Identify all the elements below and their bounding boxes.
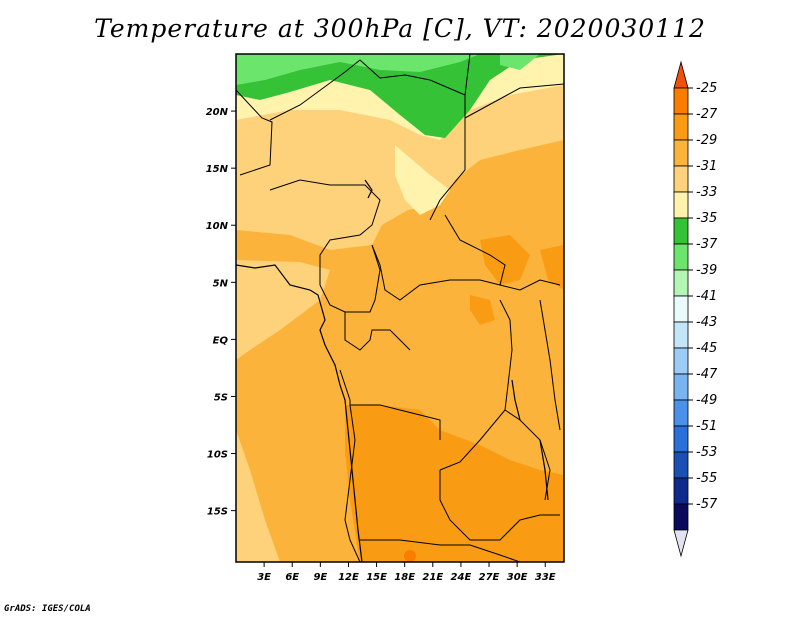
colorbar-label: -37	[696, 237, 718, 252]
colorbar-label: -27	[696, 107, 718, 122]
colorbar-segment	[673, 87, 689, 115]
lon-tick-label: 18E	[394, 572, 415, 583]
lon-tick-label: 15E	[366, 572, 387, 583]
field-band-33-coast	[236, 260, 330, 360]
colorbar-segment	[673, 321, 689, 349]
colorbar-label: -53	[696, 445, 717, 460]
border-egypt-sudan	[464, 83, 564, 119]
map-title: Temperature at 300hPa [C], VT: 202003011…	[94, 14, 706, 43]
lon-tick-label: 12E	[338, 572, 359, 583]
border-southern	[360, 539, 521, 562]
field-band-39	[236, 54, 480, 85]
coast-lake-malawi	[539, 439, 549, 501]
field-band-29-central	[345, 405, 564, 562]
colorbar-segment	[673, 451, 689, 479]
border-niger-chad	[269, 59, 466, 221]
border-angola	[344, 404, 361, 562]
coast-lake-tanganyika	[511, 379, 521, 421]
border-east-coast	[539, 299, 561, 431]
coast-lake-chad	[364, 179, 373, 199]
lon-tick-label: 6E	[285, 572, 299, 583]
lat-tick-label: 15S	[207, 507, 228, 518]
colorbar-segment	[673, 243, 689, 271]
lat-tick-label: 10N	[206, 221, 229, 232]
colorbar-label: -49	[696, 393, 717, 408]
colorbar-segment	[673, 399, 689, 427]
colorbar-arrow-bottom	[673, 529, 689, 558]
colorbar-segment	[673, 477, 689, 505]
latitude-axis: 20N 15N 10N 5N EQ 5S 10S 15S	[206, 107, 236, 518]
lon-tick-label: 3E	[257, 572, 271, 583]
colorbar-label: -25	[696, 81, 717, 96]
border-libya-egypt	[464, 54, 471, 96]
lon-tick-label: 21E	[422, 572, 443, 583]
lon-tick-label: 9E	[313, 572, 327, 583]
border-cameroon	[319, 244, 381, 313]
field-band-39-ne	[500, 54, 540, 70]
grads-credit: GrADS: IGES/COLA	[4, 604, 91, 614]
colorbar-segment	[673, 425, 689, 453]
lon-tick-label: 27E	[479, 572, 500, 583]
field-band-29-blob	[470, 295, 495, 325]
field-band-37	[236, 54, 564, 138]
colorbar-label: -45	[696, 341, 717, 356]
colorbar-label: -47	[696, 367, 718, 382]
border-zambia	[439, 470, 560, 541]
field-band-33-sw	[236, 430, 280, 562]
lat-tick-label: 10S	[207, 450, 228, 461]
colorbar-segment	[673, 217, 689, 245]
coastlines	[236, 179, 549, 562]
coast-gulf-guinea	[236, 264, 363, 562]
colorbar-label: -39	[696, 263, 717, 278]
border-northwest	[236, 89, 273, 176]
colorbar-segment	[673, 165, 689, 193]
longitude-axis: 3E 6E 9E 12E 15E 18E 21E 24E 27E 30E 33E	[257, 562, 556, 583]
temperature-field	[236, 54, 564, 562]
colorbar-label: -41	[696, 289, 717, 304]
colorbar-arrow-top	[673, 60, 689, 89]
border-drc-west	[339, 369, 441, 440]
colorbar-segment	[673, 191, 689, 219]
border-congo	[344, 312, 411, 351]
colorbar-segment	[673, 139, 689, 167]
lat-tick-label: 5N	[213, 278, 229, 289]
colorbar-segment	[673, 503, 689, 531]
colorbar-label: -35	[696, 211, 717, 226]
colorbar-segment	[673, 113, 689, 141]
lon-tick-label: 30E	[507, 572, 528, 583]
field-band-35-center	[395, 145, 450, 215]
colorbar-label: -33	[696, 185, 717, 200]
colorbar-segment	[673, 373, 689, 401]
colorbar-segment	[673, 295, 689, 323]
lat-tick-label: 5S	[214, 392, 228, 403]
map-frame	[235, 53, 565, 563]
colorbar-segment	[673, 269, 689, 297]
colorbar-label: -43	[696, 315, 717, 330]
colorbar: -25 -27 -29 -31 -33 -35 -37 -39 -41 -43 -45 -47 -49 -…	[673, 60, 718, 558]
field-band-29-east	[480, 235, 530, 285]
border-south-sudan	[499, 279, 561, 291]
field-spot-27	[404, 550, 416, 562]
border-car	[371, 214, 506, 301]
colorbar-label: -51	[696, 419, 717, 434]
lat-tick-label: 15N	[206, 164, 229, 175]
lat-tick-label: 20N	[206, 107, 229, 118]
lat-tick-label: EQ	[213, 335, 229, 346]
border-drc-east	[439, 299, 513, 471]
colorbar-label: -55	[696, 471, 717, 486]
colorbar-label: -31	[696, 159, 717, 174]
colorbar-label: -29	[696, 133, 717, 148]
lon-tick-label: 33E	[535, 572, 556, 583]
lon-tick-label: 24E	[451, 572, 472, 583]
border-nigeria	[269, 179, 381, 285]
country-borders	[236, 54, 564, 562]
colorbar-label: -57	[696, 497, 718, 512]
field-band-29-ne	[540, 245, 564, 290]
colorbar-segment	[673, 347, 689, 375]
